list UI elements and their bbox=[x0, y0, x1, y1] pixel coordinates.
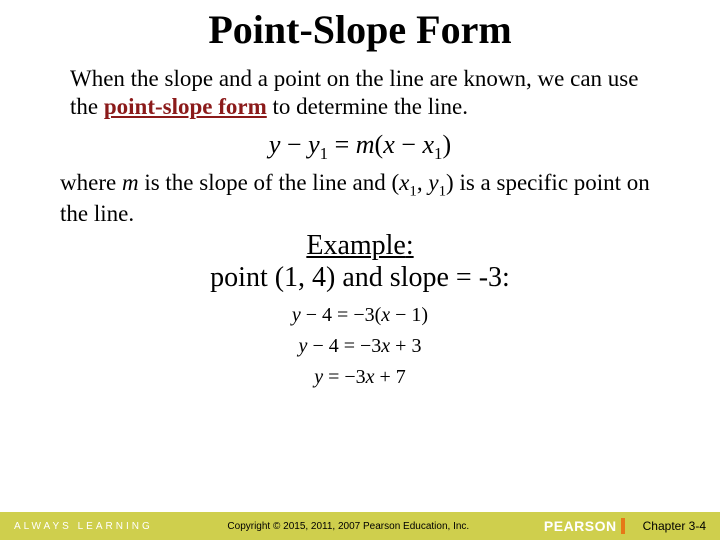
work-line-1: y − 4 = −3(x − 1) bbox=[0, 300, 720, 331]
eq-minus1: − bbox=[280, 130, 308, 159]
example-label: Example bbox=[306, 230, 406, 261]
where-text: where m is the slope of the line and (x1… bbox=[0, 170, 720, 227]
eq-minus2: − bbox=[395, 130, 423, 159]
where-comma: , bbox=[417, 170, 429, 195]
eq-x: x bbox=[383, 130, 395, 159]
intro-part2: to determine the line. bbox=[267, 94, 468, 119]
example-colon: : bbox=[406, 230, 414, 261]
eq-m: m bbox=[356, 130, 375, 159]
eq-y1: y bbox=[308, 130, 320, 159]
example-given: point (1, 4) and slope = -3: bbox=[0, 262, 720, 300]
eq-equals: = bbox=[328, 130, 356, 159]
pearson-logo: PEARSON bbox=[544, 518, 633, 534]
where-subx: 1 bbox=[409, 184, 416, 200]
always-learning-label: ALWAYS LEARNING bbox=[0, 521, 153, 532]
pearson-text: PEARSON bbox=[544, 518, 617, 534]
footer-bar: ALWAYS LEARNING Copyright © 2015, 2011, … bbox=[0, 512, 720, 540]
eq-x1: x bbox=[422, 130, 434, 159]
where-x1: x bbox=[399, 170, 409, 195]
example-heading: Example: bbox=[0, 228, 720, 262]
where-m: m bbox=[122, 170, 139, 195]
eq-sub1: 1 bbox=[320, 144, 328, 163]
chapter-label: Chapter 3-4 bbox=[633, 519, 720, 533]
where-y1: y bbox=[428, 170, 438, 195]
copyright-text: Copyright © 2015, 2011, 2007 Pearson Edu… bbox=[153, 521, 544, 532]
intro-text: When the slope and a point on the line a… bbox=[0, 53, 720, 120]
where-part1: where bbox=[60, 170, 122, 195]
slide: Point-Slope Form When the slope and a po… bbox=[0, 0, 720, 540]
where-part2: is the slope of the line and ( bbox=[139, 170, 400, 195]
keyword-point-slope: point-slope form bbox=[104, 94, 267, 119]
pearson-bar-icon bbox=[621, 518, 625, 534]
where-suby: 1 bbox=[439, 184, 446, 200]
eq-rparen: ) bbox=[442, 130, 451, 159]
eq-y: y bbox=[269, 130, 281, 159]
work-line-3: y = −3x + 7 bbox=[0, 362, 720, 393]
main-equation: y − y1 = m(x − x1) bbox=[0, 120, 720, 170]
workings: y − 4 = −3(x − 1) y − 4 = −3x + 3 y = −3… bbox=[0, 300, 720, 393]
slide-title: Point-Slope Form bbox=[0, 0, 720, 53]
eq-lparen: ( bbox=[375, 130, 384, 159]
work-line-2: y − 4 = −3x + 3 bbox=[0, 331, 720, 362]
